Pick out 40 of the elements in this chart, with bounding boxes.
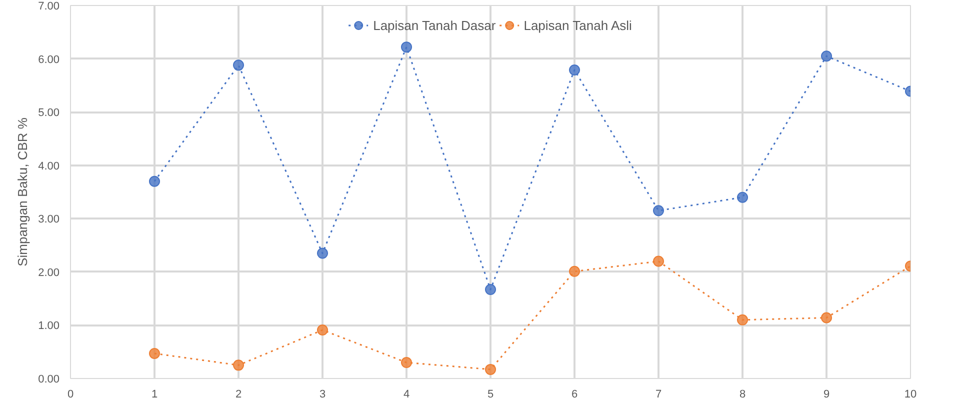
x-tick-label: 8 xyxy=(739,388,746,400)
point xyxy=(569,64,580,76)
x-tick-label: 9 xyxy=(823,388,830,400)
y-tick-label: 0.00 xyxy=(38,374,60,386)
y-tick-label: 5.00 xyxy=(38,107,60,120)
point xyxy=(821,312,832,324)
x-tick-label: 10 xyxy=(904,388,917,400)
point xyxy=(737,314,748,326)
point xyxy=(401,42,412,53)
x-tick-label: 5 xyxy=(487,388,494,400)
y-tick-label: 1.00 xyxy=(38,320,60,332)
point xyxy=(233,360,244,371)
point xyxy=(569,266,580,277)
point xyxy=(233,60,244,71)
legend-label: Lapisan Tanah Dasar xyxy=(373,18,496,32)
x-tick-label: 1 xyxy=(151,388,158,400)
legend-label: Lapisan Tanah Asli xyxy=(524,18,632,32)
y-tick-label: 3.00 xyxy=(38,214,60,226)
y-axis-title: Simpangan Baku, CBR % xyxy=(15,117,30,266)
y-tick-label: 6.00 xyxy=(38,54,60,66)
point xyxy=(821,50,832,62)
point xyxy=(737,192,748,203)
point xyxy=(149,176,160,187)
y-tick-label: 4.00 xyxy=(38,160,60,172)
x-tick-label: 6 xyxy=(571,388,578,400)
x-tick-label: 7 xyxy=(655,388,662,400)
y-tick-label: 7.00 xyxy=(38,0,60,12)
point xyxy=(485,284,496,296)
x-tick-label: 3 xyxy=(319,388,326,400)
point xyxy=(653,205,664,216)
x-tick-label: 2 xyxy=(235,388,242,400)
point xyxy=(401,357,412,368)
point xyxy=(485,364,496,375)
x-tick-label: 0 xyxy=(67,388,74,400)
point xyxy=(317,248,328,259)
point xyxy=(149,348,160,359)
point xyxy=(317,324,328,336)
x-tick-label: 4 xyxy=(403,388,410,400)
y-tick-label: 2.00 xyxy=(38,266,60,279)
point xyxy=(653,256,664,267)
